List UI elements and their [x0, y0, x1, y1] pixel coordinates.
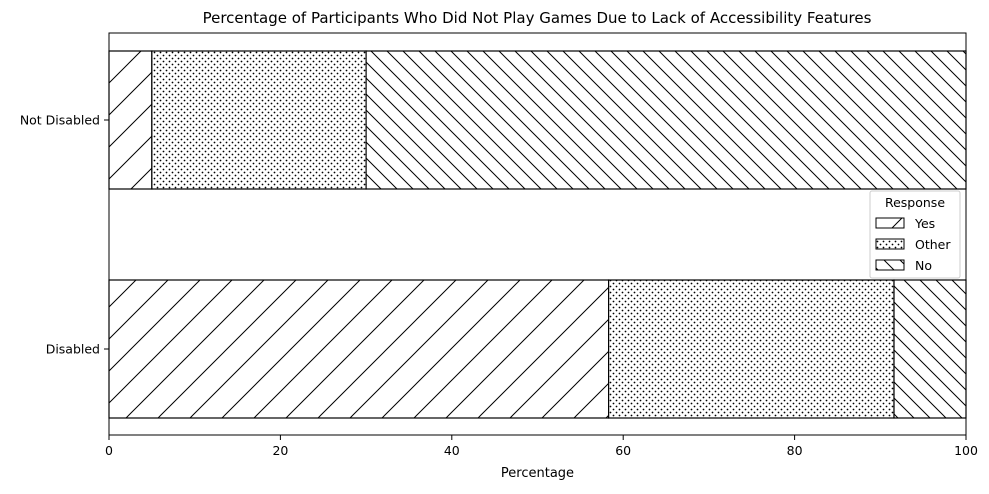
- legend-swatch-no: [875, 259, 905, 271]
- legend-label-no: No: [915, 258, 932, 273]
- legend-entries: Yes Other No: [875, 216, 951, 273]
- legend-label-yes: Yes: [914, 216, 935, 231]
- x-axis-label: Percentage: [501, 466, 574, 481]
- chart-title: Percentage of Participants Who Did Not P…: [203, 9, 872, 27]
- x-tick-label: 100: [954, 443, 978, 458]
- y-tick-label: Not Disabled: [20, 113, 100, 128]
- bar-disabled-other: [608, 279, 895, 419]
- x-tick-label: 20: [272, 443, 288, 458]
- legend-frame: [869, 190, 961, 279]
- legend-swatch-yes: [875, 217, 905, 229]
- bars-layer: [108, 50, 967, 419]
- bar-disabled-yes: [108, 279, 610, 419]
- bar-not-disabled-other: [151, 50, 367, 190]
- x-tick-label: 60: [615, 443, 631, 458]
- x-tick-label: 80: [787, 443, 803, 458]
- bar-not-disabled-no: [365, 50, 967, 190]
- bar-disabled-no: [893, 279, 967, 419]
- axes-layer: 0 20 40 60 80 100 Not Disabled Disabled: [20, 32, 978, 458]
- legend-title: Response: [885, 195, 945, 210]
- bar-not-disabled-yes: [108, 50, 153, 190]
- x-tick-label: 40: [444, 443, 460, 458]
- legend: Response Yes Other No: [869, 190, 961, 279]
- y-tick-label: Disabled: [46, 342, 100, 357]
- legend-label-other: Other: [915, 237, 951, 252]
- plot-frame: [108, 32, 967, 436]
- x-tick-label: 0: [105, 443, 113, 458]
- legend-swatch-other: [875, 238, 905, 250]
